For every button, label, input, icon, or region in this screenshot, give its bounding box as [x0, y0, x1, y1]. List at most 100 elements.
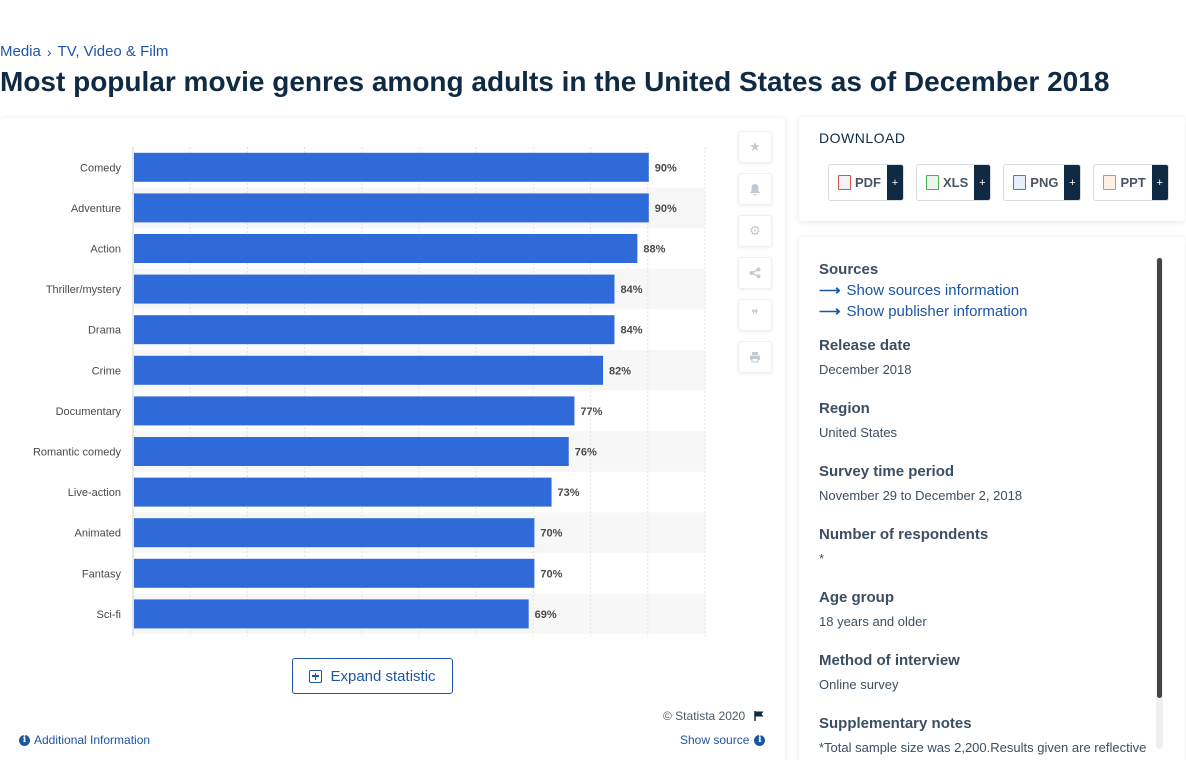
category-label: Comedy — [80, 162, 121, 174]
survey-period-heading: Survey time period — [819, 463, 955, 480]
download-png-label: PNG — [1030, 175, 1059, 190]
category-label: Drama — [88, 325, 122, 337]
arrow-right-icon: ⟶ — [819, 282, 841, 299]
bar[interactable] — [134, 437, 569, 466]
statistic-details-panel: Sources ⟶ Show sources information ⟶ Sho… — [799, 237, 1185, 760]
bar[interactable] — [134, 558, 535, 588]
method-heading: Method of interview — [819, 652, 960, 669]
plus-icon: + — [1151, 165, 1168, 200]
breadcrumb-item-tv-video-film[interactable]: TV, Video & Film — [57, 43, 169, 60]
survey-period-block: Survey time period November 29 to Decemb… — [819, 463, 1149, 506]
copyright: © Statista 2020 — [663, 709, 765, 723]
expand-statistic-label: Expand statistic — [330, 667, 436, 685]
download-pdf-button[interactable]: PDF + — [828, 164, 904, 201]
method-value: Online survey — [819, 677, 899, 692]
show-sources-link[interactable]: ⟶ Show sources information — [819, 281, 1149, 300]
data-label: 84% — [620, 284, 642, 296]
category-label: Thriller/mystery — [46, 284, 122, 296]
plus-icon: + — [1064, 165, 1081, 200]
download-xls-label: XLS — [943, 175, 969, 190]
scrollbar-thumb[interactable] — [1157, 258, 1162, 698]
plus-icon: + — [887, 165, 903, 200]
data-label: 69% — [535, 609, 557, 621]
arrow-right-icon: ⟶ — [819, 303, 841, 320]
quote-icon[interactable]: ❞ — [738, 299, 772, 331]
region-value: United States — [819, 425, 898, 440]
info-icon: i — [19, 734, 30, 746]
notes-heading: Supplementary notes — [819, 715, 972, 732]
sources-block: Sources ⟶ Show sources information ⟶ Sho… — [819, 261, 1149, 320]
data-label: 90% — [655, 203, 677, 215]
download-panel: DOWNLOAD PDF + XLS + PNG + PPT + — [799, 117, 1185, 221]
age-group-heading: Age group — [819, 589, 894, 606]
download-xls-button[interactable]: XLS + — [916, 164, 992, 201]
expand-icon — [309, 669, 323, 683]
data-label: 90% — [655, 162, 677, 174]
breadcrumb: Media › TV, Video & Film — [0, 43, 168, 60]
respondents-block: Number of respondents * — [819, 526, 1149, 569]
bar[interactable] — [134, 193, 649, 223]
notes-value: *Total sample size was 2,200.Results giv… — [819, 740, 1147, 755]
pdf-file-icon — [838, 175, 851, 190]
bell-icon[interactable] — [738, 173, 772, 205]
category-label: Action — [90, 244, 121, 256]
notes-block: Supplementary notes *Total sample size w… — [819, 715, 1149, 760]
bar[interactable] — [134, 477, 552, 507]
additional-information-link[interactable]: i Additional Information — [19, 733, 150, 747]
release-date-value: December 2018 — [819, 362, 912, 377]
png-file-icon — [1013, 175, 1027, 190]
data-label: 77% — [580, 406, 602, 418]
chart-toolbar: ★ ⚙ ❞ — [738, 131, 772, 373]
show-source-link[interactable]: Show source i — [680, 733, 766, 747]
download-title: DOWNLOAD — [819, 130, 906, 146]
download-ppt-button[interactable]: PPT + — [1093, 164, 1169, 201]
show-publisher-link[interactable]: ⟶ Show publisher information — [819, 302, 1149, 321]
show-source-label: Show source — [680, 733, 750, 747]
respondents-value: * — [819, 551, 825, 566]
ppt-file-icon — [1103, 175, 1117, 190]
category-label: Animated — [75, 528, 121, 540]
share-icon[interactable] — [738, 257, 772, 289]
data-label: 73% — [558, 487, 580, 499]
age-group-value: 18 years and older — [819, 614, 927, 629]
plus-icon: + — [974, 165, 991, 200]
region-block: Region United States — [819, 400, 1149, 443]
category-label: Documentary — [56, 406, 122, 418]
survey-period-value: November 29 to December 2, 2018 — [819, 488, 1023, 503]
print-icon[interactable] — [738, 341, 772, 373]
bar[interactable] — [134, 396, 575, 426]
show-publisher-label: Show publisher information — [846, 302, 1028, 320]
category-label: Sci-fi — [97, 609, 121, 621]
data-label: 76% — [575, 447, 597, 459]
chart-panel: Comedy 90% Adventure 90% Action 88% Thriller/m… — [0, 118, 785, 760]
category-label: Fantasy — [82, 568, 122, 580]
copyright-text: © Statista 2020 — [663, 709, 746, 723]
show-sources-label: Show sources information — [846, 281, 1020, 299]
details-content: Sources ⟶ Show sources information ⟶ Sho… — [819, 261, 1149, 760]
flag-icon[interactable] — [753, 710, 765, 722]
info-icon: i — [754, 734, 766, 746]
bar[interactable] — [134, 274, 615, 304]
download-pdf-label: PDF — [855, 175, 881, 190]
data-label: 84% — [620, 325, 642, 337]
region-heading: Region — [819, 400, 870, 417]
bar[interactable] — [134, 599, 529, 629]
bar[interactable] — [134, 355, 604, 385]
breadcrumb-item-media[interactable]: Media — [0, 43, 41, 60]
bar[interactable] — [134, 315, 615, 345]
release-date-block: Release date December 2018 — [819, 337, 1149, 380]
star-icon[interactable]: ★ — [738, 131, 772, 163]
breadcrumb-separator: › — [46, 43, 52, 60]
bar[interactable] — [134, 518, 535, 548]
respondents-heading: Number of respondents — [819, 526, 989, 543]
bar[interactable] — [134, 152, 649, 182]
age-group-block: Age group 18 years and older — [819, 589, 1149, 632]
data-label: 82% — [609, 365, 631, 377]
expand-statistic-button[interactable]: Expand statistic — [292, 658, 453, 694]
data-label: 70% — [540, 568, 562, 580]
xls-file-icon — [926, 175, 939, 190]
download-png-button[interactable]: PNG + — [1003, 164, 1082, 201]
gear-icon[interactable]: ⚙ — [738, 215, 772, 247]
bar[interactable] — [134, 234, 638, 263]
data-label: 70% — [540, 528, 562, 540]
